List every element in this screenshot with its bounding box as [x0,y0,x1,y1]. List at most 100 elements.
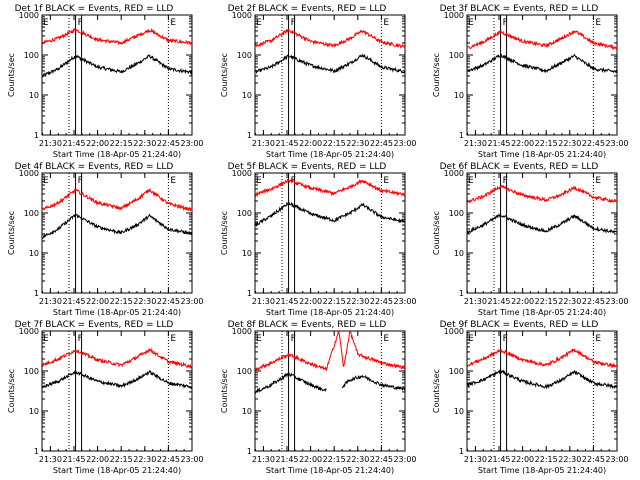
y-axis-label: Counts/sec [432,53,441,97]
marker-label: F [503,334,508,344]
x-axis-label: Start Time (18-Apr-05 21:24:40) [478,308,606,317]
y-tick-label: 1000 [232,169,252,178]
marker-label: F [78,334,83,344]
chart-panel: Det 7f BLACK = Events, RED = LLD 1 10 100 10… [7,320,204,475]
x-tick-label: 21:30 [464,455,487,464]
chart-panel: Det 2f BLACK = Events, RED = LLD 1 10 100 10… [220,4,417,159]
y-axis-label: Counts/sec [432,211,441,255]
chart-title: Det 5f BLACK = Events, RED = LLD [228,162,387,172]
x-tick-label: 22:30 [133,297,156,306]
chart-panel: Det 9f BLACK = Events, RED = LLD 1 10 100 10… [432,320,629,475]
y-tick-label: 100 [449,209,464,218]
y-axis-label: Counts/sec [7,53,16,97]
marker-label: E [43,18,49,28]
x-tick-label: 21:45 [275,455,298,464]
x-tick-label: 22:30 [133,455,156,464]
series-line-lld [467,184,618,204]
series-line-events [255,54,406,75]
marker-label: F [78,18,83,28]
series-line-lld [467,348,618,369]
x-tick-label: 23:00 [180,297,203,306]
marker-label: F [291,334,296,344]
plot-frame [466,330,618,452]
chart-panel: Det 5f BLACK = Events, RED = LLD 1 10 100 10… [220,162,417,317]
x-tick-label: 23:00 [393,455,416,464]
x-tick-label: 21:45 [487,455,510,464]
x-tick-label: 22:00 [511,455,534,464]
y-tick-label: 1 [247,131,252,140]
marker-label: E [256,334,262,344]
x-tick-label: 21:45 [275,139,298,148]
series-line-lld [255,28,406,49]
x-tick-label: 22:15 [323,455,346,464]
x-tick-label: 22:15 [535,139,558,148]
marker-label: E [383,334,389,344]
y-tick-label: 1 [34,131,39,140]
y-tick-label: 100 [237,209,252,218]
x-tick-label: 22:30 [346,455,369,464]
x-axis-label: Start Time (18-Apr-05 21:24:40) [53,150,181,159]
chart-title: Det 4f BLACK = Events, RED = LLD [15,162,174,172]
y-tick-label: 100 [24,367,39,376]
chart-title: Det 1f BLACK = Events, RED = LLD [15,4,174,14]
x-tick-label: 22:30 [558,455,581,464]
chart-title: Det 3f BLACK = Events, RED = LLD [440,4,599,14]
y-tick-label: 1000 [19,11,39,20]
y-axis-label: Counts/sec [220,211,229,255]
x-tick-label: 22:00 [299,297,322,306]
y-tick-label: 100 [24,209,39,218]
marker-label: F [291,18,296,28]
marker-label: E [43,334,49,344]
y-tick-label: 10 [242,407,252,416]
x-tick-label: 22:30 [346,139,369,148]
x-tick-label: 22:45 [582,139,605,148]
x-tick-label: 22:00 [86,297,109,306]
marker-label: E [468,176,474,186]
y-tick-label: 10 [242,91,252,100]
x-tick-label: 21:30 [39,139,62,148]
x-tick-label: 21:30 [252,139,275,148]
series-line-events [467,213,618,234]
x-tick-label: 22:45 [370,297,393,306]
y-tick-label: 10 [29,249,39,258]
series-line-lld [255,178,406,198]
y-tick-label: 1000 [444,11,464,20]
y-axis-label: Counts/sec [7,369,16,413]
y-tick-label: 1000 [232,327,252,336]
series-line-lld [467,29,618,51]
plot-frame [466,172,618,294]
x-tick-label: 22:00 [511,139,534,148]
x-axis-label: Start Time (18-Apr-05 21:24:40) [53,466,181,475]
x-tick-label: 22:00 [511,297,534,306]
plot-frame [254,14,406,136]
chart-panel: Det 3f BLACK = Events, RED = LLD 1 10 100 10… [432,4,629,159]
x-tick-label: 22:45 [370,139,393,148]
x-tick-label: 21:45 [62,455,85,464]
x-tick-label: 21:30 [39,297,62,306]
marker-label: E [468,18,474,28]
marker-label: E [383,176,389,186]
y-tick-label: 1 [459,131,464,140]
x-tick-label: 21:45 [62,139,85,148]
y-tick-label: 1 [247,447,252,456]
y-tick-label: 1000 [19,169,39,178]
chart-panel: Det 4f BLACK = Events, RED = LLD 1 10 100 10… [7,162,204,317]
y-tick-label: 10 [29,91,39,100]
y-tick-label: 1000 [19,327,39,336]
y-tick-label: 100 [237,367,252,376]
chart-title: Det 7f BLACK = Events, RED = LLD [15,320,174,330]
x-tick-label: 22:45 [157,455,180,464]
y-tick-label: 1 [459,447,464,456]
y-tick-label: 100 [237,51,252,60]
x-axis-label: Start Time (18-Apr-05 21:24:40) [478,150,606,159]
x-tick-label: 22:15 [535,455,558,464]
x-tick-label: 22:00 [86,139,109,148]
marker-label: E [256,176,262,186]
marker-label: E [256,18,262,28]
x-tick-label: 22:15 [110,297,133,306]
x-tick-label: 21:30 [252,455,275,464]
chart-title: Det 9f BLACK = Events, RED = LLD [440,320,599,330]
x-tick-label: 23:00 [605,139,628,148]
y-axis-label: Counts/sec [432,369,441,413]
marker-label: E [170,176,176,186]
